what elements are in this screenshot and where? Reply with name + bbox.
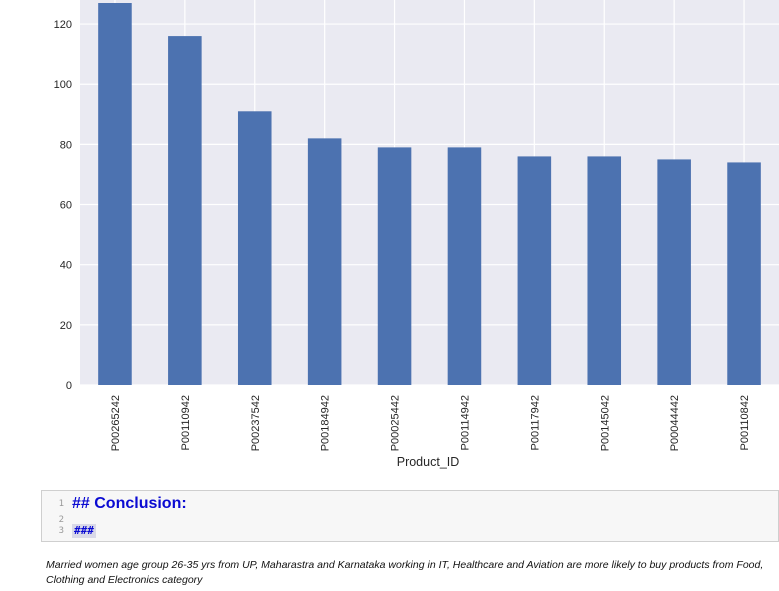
line-number: 3	[58, 526, 64, 536]
bar	[727, 162, 761, 385]
bar	[168, 36, 202, 385]
y-tick-label: 0	[66, 380, 72, 392]
line-number: 2	[58, 515, 64, 525]
x-tick-label: P00145042	[599, 395, 611, 451]
bar	[98, 3, 132, 385]
x-tick-label: P00110942	[180, 395, 192, 450]
bar-chart: 0 20 40 60 80 100 120 P00265242 P00110942 P00237…	[54, 0, 779, 469]
x-tick-labels: P00265242 P00110942 P00237542 P00184942 P000…	[110, 395, 751, 451]
y-tick-label: 20	[60, 320, 72, 332]
code-line[interactable]: 2	[42, 512, 778, 528]
x-tick-label: P00184942	[320, 395, 332, 451]
x-tick-label: P00114942	[459, 395, 471, 450]
y-tick-label: 40	[60, 260, 72, 272]
x-tick-label: P00025442	[390, 395, 402, 451]
x-tick-label: P00117942	[529, 395, 541, 450]
bars	[98, 3, 761, 385]
code-text[interactable]: ## Conclusion:	[72, 495, 187, 512]
x-tick-label: P00044442	[669, 395, 681, 451]
code-text[interactable]: ###	[72, 524, 96, 538]
x-tick-label: P00265242	[110, 395, 122, 451]
x-axis-label: Product_ID	[397, 455, 460, 469]
y-tick-label: 120	[54, 19, 72, 31]
bar	[517, 156, 552, 385]
bar	[237, 111, 272, 385]
markdown-cell-editor[interactable]: 1 ## Conclusion: 2 3 ###	[41, 490, 779, 542]
bar	[377, 147, 412, 385]
y-tick-labels: 0 20 40 60 80 100 120	[54, 19, 72, 392]
x-tick-label: P00237542	[250, 395, 262, 451]
bar	[307, 138, 342, 385]
y-tick-label: 100	[54, 79, 72, 91]
code-line[interactable]: 1 ## Conclusion:	[42, 494, 778, 514]
bar	[657, 159, 691, 385]
y-tick-label: 60	[60, 200, 72, 212]
x-tick-label: P00110842	[739, 395, 751, 450]
code-line[interactable]: 3 ###	[42, 523, 778, 539]
line-number: 1	[58, 499, 64, 509]
y-tick-label: 80	[60, 139, 72, 151]
bar	[447, 147, 482, 385]
bar	[587, 156, 622, 385]
conclusion-text: Married women age group 26-35 yrs from U…	[46, 559, 764, 586]
